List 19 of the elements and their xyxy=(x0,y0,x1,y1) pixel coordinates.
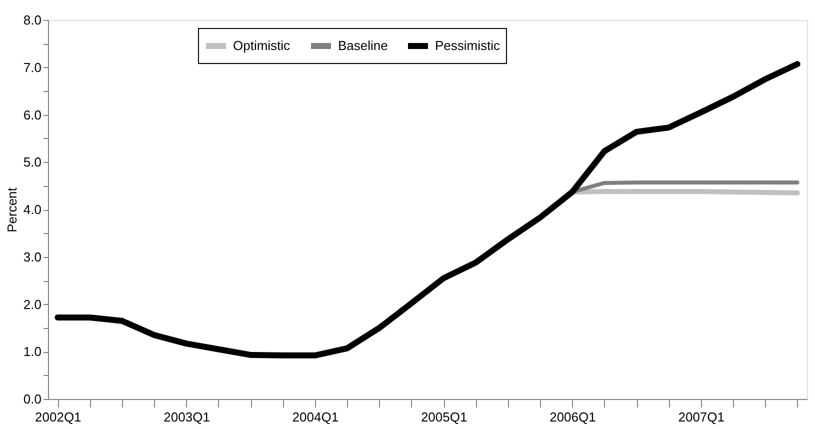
y-tick-label: 3.0 xyxy=(23,249,42,264)
y-tick-label: 1.0 xyxy=(23,344,42,360)
y-tick-label: 7.0 xyxy=(23,60,42,75)
x-tick-label: 2002Q1 xyxy=(35,410,82,424)
legend-label: Baseline xyxy=(338,38,388,53)
y-tick-label: 2.0 xyxy=(23,296,42,312)
x-tick-label: 2005Q1 xyxy=(420,410,468,424)
y-tick-label: 4.0 xyxy=(23,202,42,217)
y-tick-label: 6.0 xyxy=(23,107,42,122)
y-tick-label: 0.0 xyxy=(23,392,42,406)
legend-label: Pessimistic xyxy=(435,38,501,53)
x-tick-label: 2003Q1 xyxy=(164,410,210,424)
y-tick-label: 8.0 xyxy=(23,12,42,28)
x-tick-label: 2007Q1 xyxy=(678,410,724,424)
legend-label: Optimistic xyxy=(233,38,291,53)
y-tick-label: 5.0 xyxy=(23,154,42,170)
x-tick-label: 2006Q1 xyxy=(550,410,596,424)
y-axis-title: Percent xyxy=(4,187,20,232)
x-tick-label: 2004Q1 xyxy=(292,410,339,424)
